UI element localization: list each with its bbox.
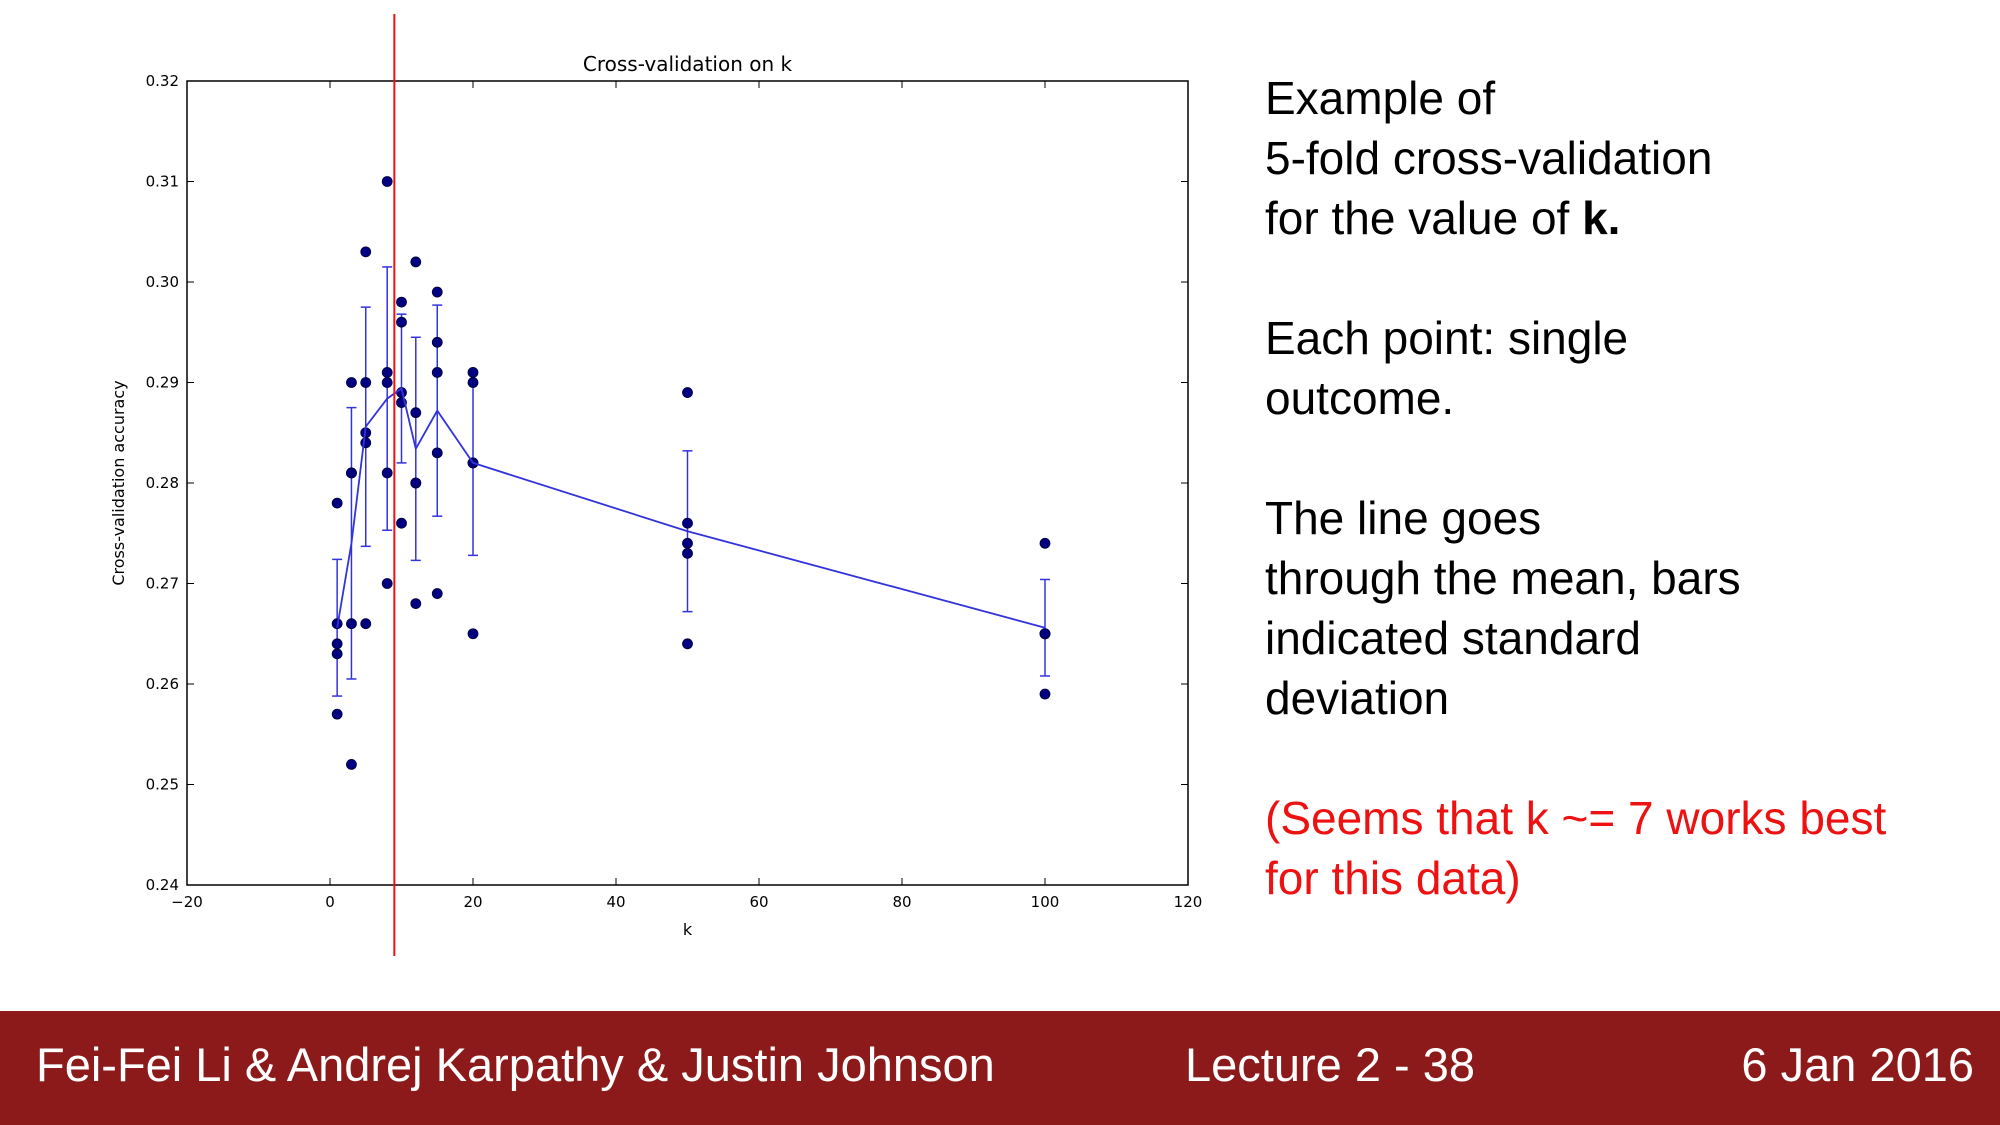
data-point [331, 638, 343, 650]
data-point [360, 377, 372, 388]
data-point [346, 467, 357, 479]
explanation-line: through the mean, bars [1265, 552, 1741, 604]
data-point [396, 517, 407, 529]
data-point [360, 618, 372, 630]
data-point [431, 336, 443, 348]
axis-ticks: −20 0 20 40 60 80 100 120 0.24 0.25 0.26 0.27 0.28 0.… [146, 72, 1203, 911]
data-point [381, 377, 393, 388]
error-bars [332, 266, 1050, 697]
explanation-paragraph-4: (Seems that k ~= 7 works best for this d… [1265, 788, 1985, 908]
explanation-line: outcome. [1265, 372, 1455, 424]
explanation-line: Example of [1265, 72, 1496, 124]
data-point [1039, 537, 1051, 549]
y-axis-title: Cross-validation accuracy [109, 380, 128, 585]
data-point [431, 367, 443, 378]
data-point [1039, 688, 1051, 700]
data-point [381, 367, 393, 378]
data-point [682, 517, 693, 529]
mean-line-group [336, 387, 1046, 629]
data-points [331, 176, 1051, 770]
data-point [360, 437, 372, 449]
data-point [431, 447, 443, 459]
y-tick-label: 0.25 [146, 776, 179, 794]
explanation-line: 5-fold cross-validation [1265, 132, 1713, 184]
x-tick-label: 40 [606, 893, 625, 911]
data-point [410, 256, 422, 268]
x-tick-label: 120 [1174, 893, 1203, 911]
data-point [467, 377, 479, 388]
data-point [410, 407, 422, 419]
x-axis-title: k [683, 920, 693, 939]
slide-footer: Fei-Fei Li & Andrej Karpathy & Justin Jo… [0, 1011, 2000, 1125]
data-point [381, 578, 393, 589]
data-point [431, 588, 443, 599]
y-tick-label: 0.31 [146, 173, 179, 191]
mean-line [336, 387, 1046, 629]
data-point [682, 547, 693, 559]
data-point [467, 367, 479, 378]
explanation-line: for this data) [1265, 852, 1521, 904]
x-tick-label: 80 [892, 893, 911, 911]
data-point [682, 537, 693, 549]
explanation-bold-k: k. [1582, 192, 1621, 244]
data-point [331, 497, 343, 509]
data-point [1039, 628, 1051, 640]
data-point [331, 648, 343, 660]
y-tick-label: 0.30 [146, 273, 179, 291]
chart-title: Cross-validation on k [583, 52, 793, 76]
x-tick-label: 100 [1031, 893, 1060, 911]
data-point [396, 316, 407, 328]
explanation-text: Example of 5-fold cross-validation for t… [1265, 68, 1985, 968]
data-point [410, 477, 422, 489]
footer-authors: Fei-Fei Li & Andrej Karpathy & Justin Jo… [36, 1038, 995, 1091]
data-point [410, 598, 422, 609]
y-tick-label: 0.27 [146, 575, 179, 593]
data-point [331, 708, 343, 720]
footer-lecture-number: Lecture 2 - 38 [1185, 1038, 1476, 1091]
y-tick-label: 0.28 [146, 474, 179, 492]
data-point [381, 176, 393, 187]
explanation-paragraph-2: Each point: single outcome. [1265, 308, 1985, 428]
data-point [396, 296, 407, 308]
x-tick-label: 60 [749, 893, 768, 911]
explanation-line: deviation [1265, 672, 1450, 724]
y-tick-label: 0.32 [146, 72, 179, 90]
data-point [431, 286, 443, 298]
data-point [467, 628, 479, 640]
explanation-line: indicated standard [1265, 612, 1641, 664]
explanation-paragraph-3: The line goes through the mean, bars ind… [1265, 488, 1985, 728]
explanation-line: (Seems that k ~= 7 works best [1265, 792, 1887, 844]
explanation-line: Each point: single [1265, 312, 1629, 364]
data-point [682, 638, 693, 650]
explanation-line: The line goes [1265, 492, 1542, 544]
y-tick-label: 0.29 [146, 374, 179, 392]
data-point [360, 246, 372, 258]
data-point [682, 387, 693, 398]
data-point [346, 759, 357, 770]
y-tick-label: 0.24 [146, 876, 179, 894]
explanation-paragraph-1: Example of 5-fold cross-validation for t… [1265, 68, 1985, 248]
y-tick-label: 0.26 [146, 675, 179, 693]
x-tick-label: 20 [463, 893, 482, 911]
data-point [381, 467, 393, 479]
cross-validation-chart: Cross-validation on k Cross-validation a… [109, 14, 1203, 956]
x-tick-label: −20 [171, 893, 203, 911]
x-tick-label: 0 [325, 893, 335, 911]
data-point [346, 377, 357, 388]
data-point [346, 618, 357, 630]
explanation-line: for the value of [1265, 192, 1583, 244]
footer-date: 6 Jan 2016 [1741, 1038, 1974, 1091]
